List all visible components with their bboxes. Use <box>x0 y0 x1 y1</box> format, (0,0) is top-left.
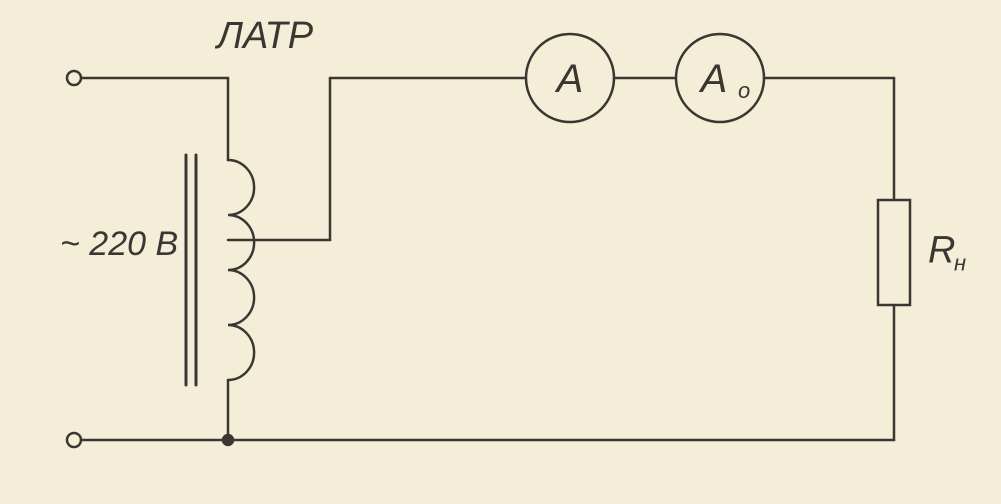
latr-label: ЛАТР <box>214 15 314 57</box>
source-label: ~ 220 В <box>60 225 178 263</box>
load-resistor <box>878 200 910 305</box>
load-label: R <box>928 230 955 272</box>
latr-coil <box>228 160 254 380</box>
input-terminal-top <box>67 71 81 85</box>
circuit-diagram: A Ao Rн ЛАТР ~ 220 В <box>0 0 1001 504</box>
svg-text:н: н <box>954 251 966 276</box>
svg-text:o: o <box>738 78 750 103</box>
ammeter-ao-label: A <box>699 57 728 101</box>
input-terminal-bottom <box>67 433 81 447</box>
ammeter-a-label: A <box>555 57 584 101</box>
